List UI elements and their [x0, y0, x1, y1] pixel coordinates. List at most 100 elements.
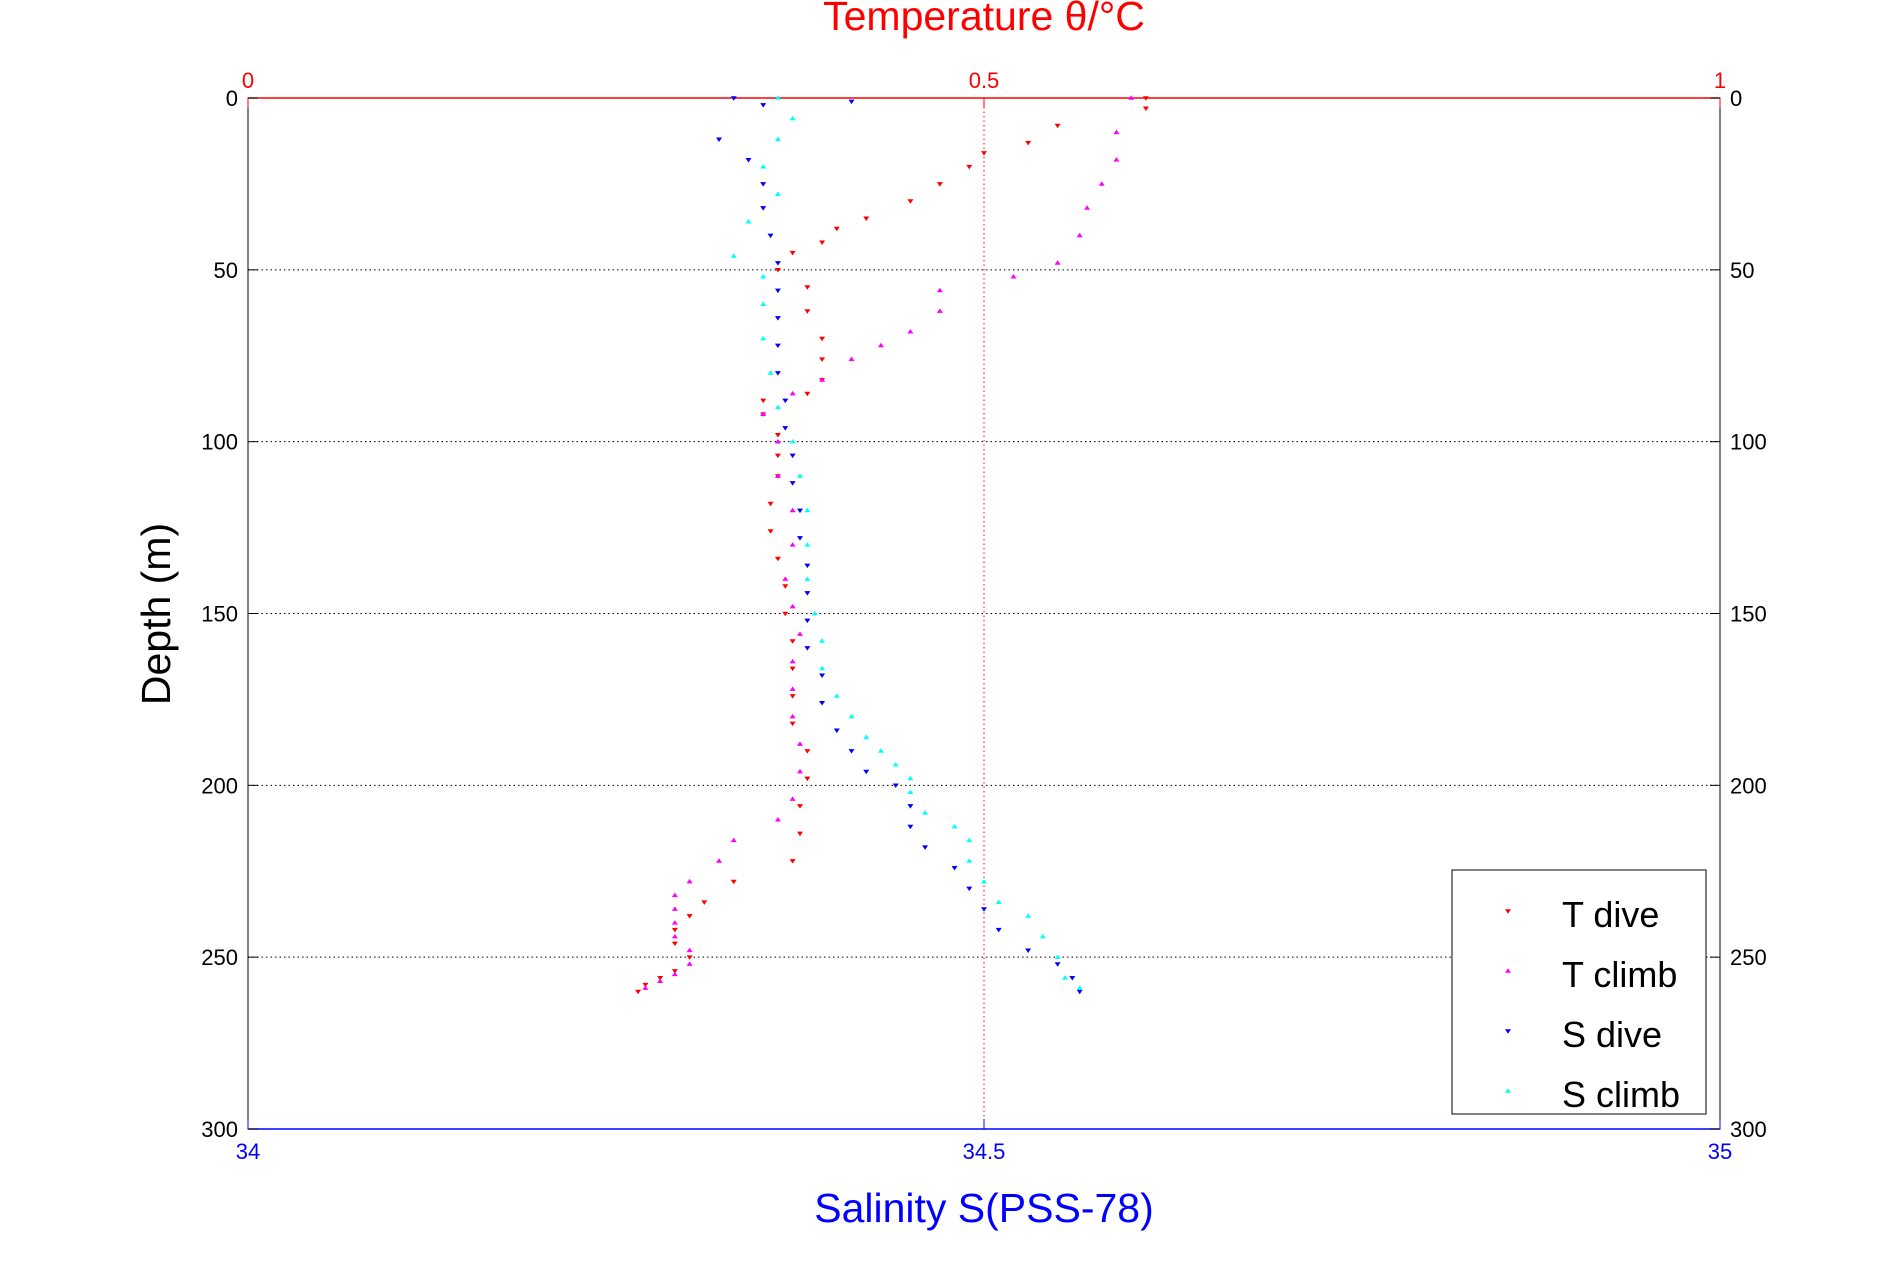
- point-s-climb: [833, 693, 840, 698]
- point-s-climb: [907, 789, 914, 795]
- y-tick-label-left: 200: [201, 773, 238, 798]
- point-t-dive: [804, 391, 811, 397]
- point-s-dive: [1054, 962, 1061, 967]
- point-t-dive: [789, 666, 796, 672]
- point-t-climb: [789, 507, 796, 513]
- point-t-climb: [716, 858, 723, 863]
- point-s-dive: [1069, 975, 1076, 981]
- point-s-climb: [995, 899, 1002, 904]
- point-t-climb: [789, 542, 796, 547]
- point-s-climb: [863, 734, 870, 740]
- point-s-dive: [907, 824, 914, 830]
- series-s-climb: [730, 95, 1083, 990]
- point-s-climb: [1076, 985, 1083, 990]
- point-s-climb: [1039, 933, 1046, 939]
- point-s-dive: [848, 99, 855, 105]
- point-t-dive: [789, 639, 796, 644]
- chart-title: Temperature θ/°C: [823, 0, 1145, 39]
- point-s-dive: [730, 96, 737, 101]
- point-t-dive: [774, 432, 781, 438]
- y-tick-label-right: 0: [1730, 86, 1742, 111]
- point-t-climb: [774, 817, 781, 822]
- point-t-dive: [804, 776, 811, 782]
- point-s-climb: [730, 253, 737, 258]
- point-t-climb: [789, 658, 796, 664]
- point-t-climb: [671, 933, 678, 939]
- point-t-climb: [671, 971, 678, 977]
- point-s-dive: [782, 398, 789, 404]
- grid-lines: [248, 98, 1720, 1129]
- point-t-dive: [797, 831, 803, 837]
- y-tick-label-right: 50: [1730, 258, 1754, 283]
- point-s-dive: [774, 261, 781, 266]
- point-t-climb: [671, 920, 678, 925]
- point-s-climb: [804, 576, 811, 581]
- point-t-climb: [686, 947, 693, 953]
- point-t-dive: [730, 879, 737, 885]
- point-t-dive: [819, 357, 826, 362]
- point-s-climb: [760, 335, 767, 341]
- point-t-dive: [981, 151, 987, 156]
- point-s-dive: [774, 371, 781, 376]
- point-s-dive: [819, 701, 826, 706]
- x-axis-label: Salinity S(PSS-78): [814, 1185, 1154, 1231]
- point-t-climb: [789, 686, 796, 691]
- point-t-climb: [789, 390, 796, 396]
- y-tick-label-left: 150: [201, 602, 238, 627]
- point-t-climb: [1098, 181, 1105, 186]
- salinity-tick-label: 34.5: [963, 1139, 1006, 1164]
- point-t-dive: [774, 453, 781, 459]
- point-s-climb: [981, 878, 987, 884]
- point-t-dive: [686, 914, 693, 919]
- point-s-dive: [774, 316, 781, 321]
- point-t-dive: [789, 721, 796, 727]
- point-t-dive: [819, 336, 826, 342]
- point-t-climb: [1054, 260, 1061, 265]
- point-t-dive: [907, 199, 914, 204]
- point-t-climb: [1076, 232, 1083, 238]
- point-s-dive: [760, 182, 767, 187]
- point-t-climb: [797, 631, 803, 636]
- y-tick-label-right: 250: [1730, 945, 1767, 970]
- point-t-climb: [1113, 129, 1120, 135]
- point-t-dive: [671, 969, 678, 974]
- point-t-dive: [642, 982, 649, 988]
- point-s-climb: [1054, 954, 1061, 959]
- y-tick-label-left: 50: [214, 258, 238, 283]
- point-s-climb: [907, 775, 914, 781]
- point-t-dive: [819, 240, 826, 246]
- point-s-climb: [1025, 913, 1032, 918]
- point-s-dive: [995, 927, 1002, 933]
- point-s-climb: [767, 370, 774, 375]
- legend-marker-s-climb: [1505, 1088, 1511, 1093]
- point-s-climb: [774, 191, 781, 197]
- point-t-dive: [657, 975, 664, 981]
- point-s-dive: [892, 783, 899, 789]
- point-t-climb: [1128, 95, 1135, 100]
- point-s-dive: [804, 591, 811, 596]
- point-t-climb: [797, 768, 803, 774]
- point-s-dive: [966, 886, 973, 892]
- point-t-dive: [804, 285, 811, 290]
- point-s-climb: [760, 301, 767, 306]
- point-t-climb: [730, 837, 737, 843]
- point-t-dive: [767, 529, 774, 534]
- point-t-climb: [642, 985, 649, 990]
- y-tick-label-left: 300: [201, 1117, 238, 1142]
- point-s-climb: [774, 404, 781, 410]
- data-points: [635, 95, 1149, 995]
- point-t-climb: [797, 741, 803, 746]
- point-t-dive: [789, 859, 796, 864]
- point-s-climb: [951, 823, 958, 829]
- point-s-climb: [804, 542, 811, 547]
- point-s-climb: [789, 115, 796, 121]
- point-s-climb: [745, 219, 752, 224]
- point-s-climb: [819, 665, 826, 671]
- point-t-climb: [1084, 205, 1091, 210]
- point-t-climb: [671, 906, 678, 911]
- point-t-dive: [782, 611, 789, 617]
- point-t-climb: [686, 961, 693, 966]
- point-t-climb: [657, 978, 664, 984]
- legend-box: [1451, 869, 1707, 1115]
